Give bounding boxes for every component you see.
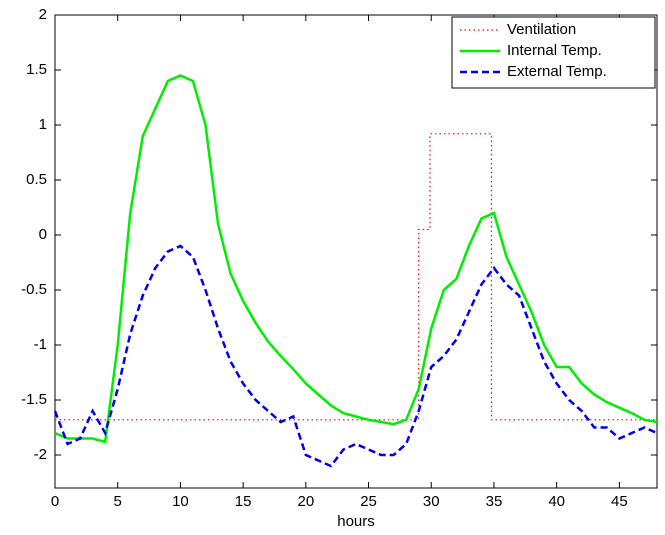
- series-line: [54, 74, 658, 444]
- x-tick-label: 5: [114, 493, 122, 510]
- x-tick-label: 10: [172, 493, 189, 510]
- x-tick-label: 45: [611, 493, 628, 510]
- legend-label: Internal Temp.: [507, 42, 602, 59]
- plot-frame: [54, 14, 658, 489]
- x-tick-label: 0: [51, 493, 59, 510]
- legend-label: Ventilation: [507, 21, 576, 38]
- x-tick-label: 40: [548, 493, 565, 510]
- y-tick-label: -0.5: [21, 281, 47, 298]
- series-line: [53, 244, 658, 468]
- legend-box: [451, 16, 656, 89]
- legend-label: External Temp.: [507, 63, 607, 80]
- y-tick-label: 2: [39, 6, 47, 23]
- y-tick-label: 1.5: [26, 61, 47, 78]
- series-line: [55, 133, 657, 421]
- x-axis-label: hours: [337, 513, 375, 530]
- x-tick-label: 30: [423, 493, 440, 510]
- x-tick-label: 15: [235, 493, 252, 510]
- x-tick-label: 20: [297, 493, 314, 510]
- y-tick-label: 0.5: [26, 171, 47, 188]
- y-tick-label: -2: [34, 446, 47, 463]
- y-tick-label: 1: [39, 116, 47, 133]
- x-tick-label: 25: [360, 493, 377, 510]
- y-tick-label: -1.5: [21, 391, 47, 408]
- y-tick-label: 0: [39, 226, 47, 243]
- x-tick-label: 35: [486, 493, 503, 510]
- y-tick-label: -1: [34, 336, 47, 353]
